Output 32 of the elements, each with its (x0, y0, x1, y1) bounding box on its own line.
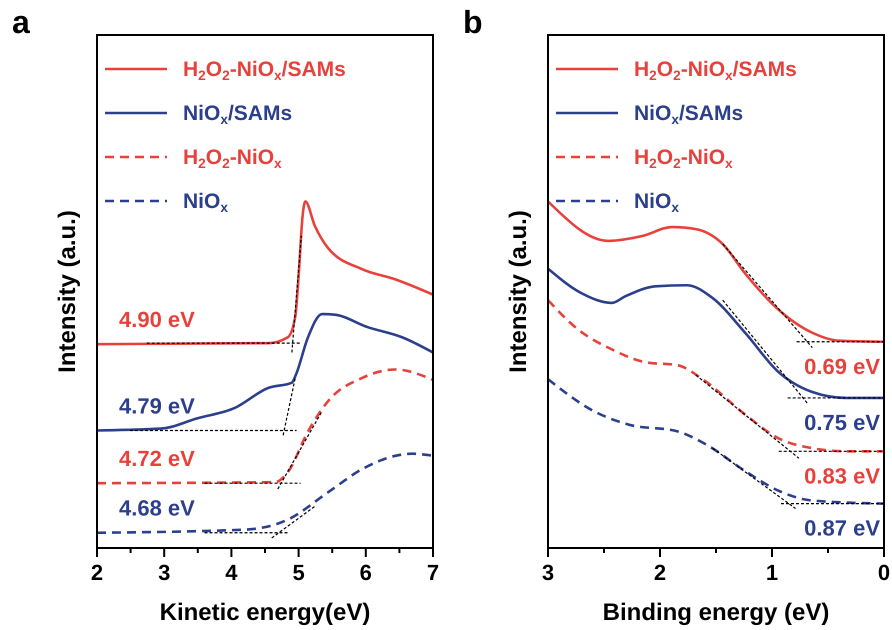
chart-title: b (463, 4, 483, 40)
x-tick-label: 5 (292, 560, 305, 585)
annotation: 0.69 eV (804, 354, 880, 379)
y-axis-title: Intensity (a.u.) (505, 210, 532, 373)
x-tick-label: 3 (542, 560, 554, 585)
legend-label: NiO$_{x}$ (634, 190, 680, 216)
x-tick-label: 6 (360, 560, 372, 585)
x-tick-label: 3 (158, 560, 170, 585)
annotation: 4.90 eV (119, 307, 196, 332)
annotation: 0.87 eV (804, 516, 880, 541)
annotation: 4.72 eV (119, 446, 196, 472)
chart-title: a (12, 4, 30, 40)
annotation: 4.79 eV (119, 393, 196, 418)
x-axis-title: Binding energy (eV) (602, 599, 830, 626)
legend-label: NiO$_{x}$/SAMs (634, 102, 744, 128)
annotation: 4.68 eV (119, 496, 196, 521)
x-tick-label: 2 (654, 560, 666, 585)
x-tick-label: 0 (878, 560, 890, 585)
legend-label: H$_{2}$O$_{2}$-NiO$_{x}$ (183, 146, 282, 172)
legend-label: H$_{2}$O$_{2}$-NiO$_{x}$/SAMs (183, 58, 346, 84)
x-axis-title: Kinetic energy(eV) (160, 599, 370, 626)
legend-label: NiO$_{x}$ (183, 190, 228, 216)
annotation: 0.83 eV (804, 463, 880, 488)
annotation: 0.75 eV (804, 410, 880, 435)
legend-label: H$_{2}$O$_{2}$-NiO$_{x}$/SAMs (634, 58, 797, 84)
x-tick-label: 7 (426, 560, 440, 585)
legend-label: NiO$_{x}$/SAMs (183, 102, 292, 128)
y-axis-title: Intensity (a.u.) (54, 210, 81, 373)
x-tick-label: 1 (766, 560, 778, 585)
x-tick-label: 2 (90, 560, 104, 585)
x-tick-label: 4 (225, 560, 238, 585)
legend-label: H$_{2}$O$_{2}$-NiO$_{x}$ (634, 146, 734, 172)
